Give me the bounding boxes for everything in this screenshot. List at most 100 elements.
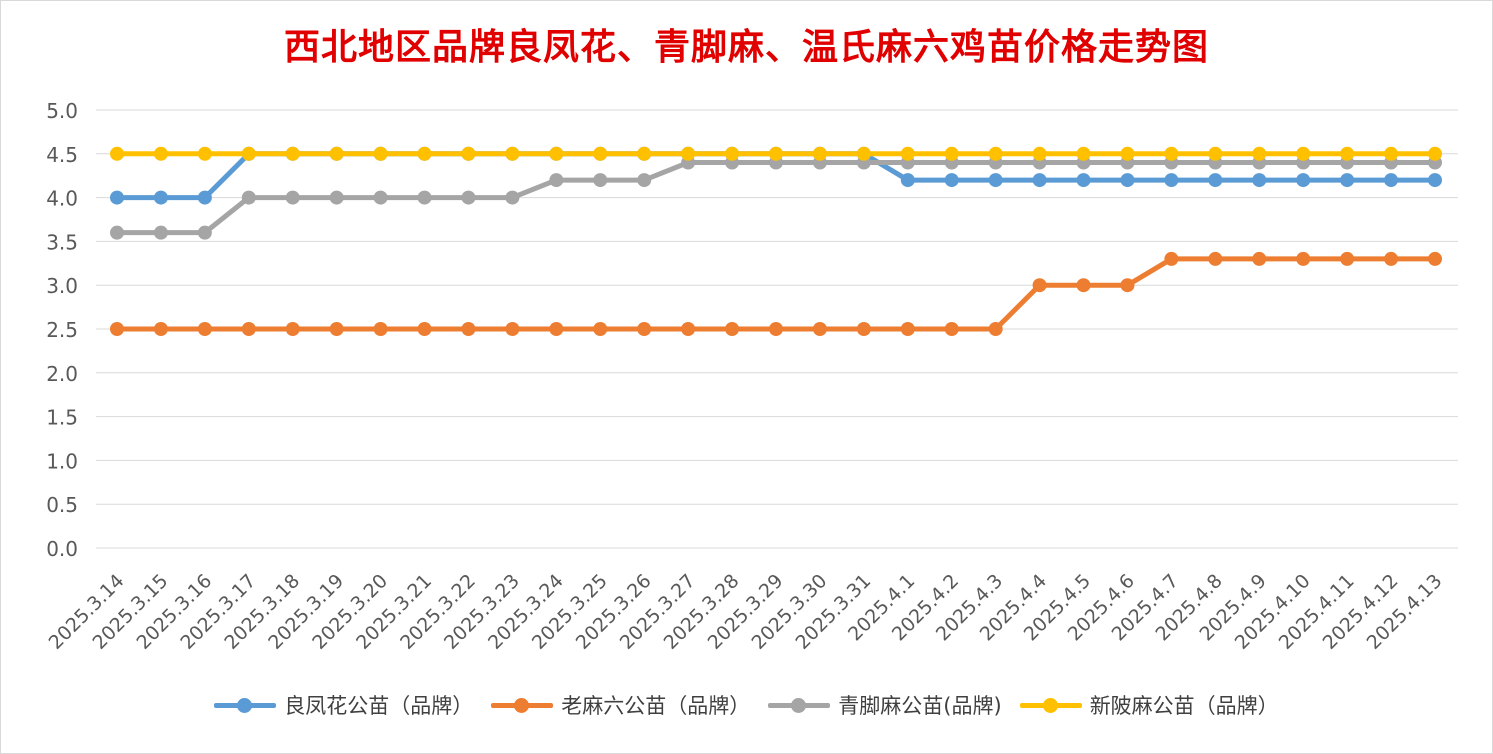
data-point (1384, 173, 1399, 188)
data-point (197, 146, 212, 161)
data-point (110, 225, 124, 240)
data-point (856, 146, 871, 161)
data-point (1340, 173, 1355, 188)
data-point (285, 146, 300, 161)
y-tick-label: 3.0 (46, 274, 78, 298)
data-point (593, 146, 608, 161)
data-point (1296, 146, 1311, 161)
data-point (153, 190, 168, 205)
data-point (1252, 173, 1267, 188)
data-point (1252, 251, 1267, 266)
y-tick-label: 3.5 (46, 230, 78, 254)
data-point (988, 322, 1003, 336)
y-tick-label: 2.0 (46, 362, 78, 386)
y-tick-label: 4.0 (46, 187, 78, 211)
data-point (505, 146, 520, 161)
data-point (593, 173, 608, 188)
series-layer (110, 146, 1442, 336)
data-point (1428, 251, 1442, 266)
y-tick-label: 4.5 (46, 143, 78, 167)
data-point (461, 190, 476, 205)
data-point (1076, 278, 1091, 293)
data-point (812, 146, 827, 161)
data-point (1120, 173, 1135, 188)
data-point (1032, 173, 1047, 188)
data-point (549, 322, 564, 336)
legend-item: 青脚麻公苗(品牌) (768, 690, 1002, 720)
data-point (329, 146, 344, 161)
data-point (1428, 146, 1442, 161)
y-tick-label: 1.5 (46, 406, 78, 430)
chart-title: 西北地区品牌良凤花、青脚麻、温氏麻六鸡苗价格走势图 (283, 26, 1209, 68)
data-point (637, 322, 652, 336)
data-point (1384, 251, 1399, 266)
data-point (1208, 173, 1223, 188)
data-point (900, 146, 915, 161)
data-point (725, 322, 740, 336)
legend-item: 新陂麻公苗（品牌） (1019, 690, 1279, 720)
data-point (1076, 173, 1091, 188)
y-tick-label: 1.0 (46, 449, 78, 473)
data-point (373, 190, 388, 205)
data-point (505, 322, 520, 336)
series-line (114, 256, 1438, 332)
data-point (1120, 278, 1135, 293)
data-point (110, 322, 124, 336)
data-point (1340, 146, 1355, 161)
data-point (549, 146, 564, 161)
data-point (153, 322, 168, 336)
data-point (1296, 173, 1311, 188)
data-point (1032, 146, 1047, 161)
data-point (197, 225, 212, 240)
data-point (285, 322, 300, 336)
data-point (153, 146, 168, 161)
data-point (549, 173, 564, 188)
legend-swatch (768, 698, 831, 713)
legend-swatch (1019, 698, 1082, 713)
data-point (373, 322, 388, 336)
data-point (1164, 251, 1179, 266)
data-point (241, 322, 256, 336)
data-point (637, 173, 652, 188)
data-point (1120, 146, 1135, 161)
data-point (110, 190, 124, 205)
legend-swatch (491, 698, 554, 713)
legend-label: 青脚麻公苗(品牌) (838, 694, 1002, 718)
data-point (1164, 173, 1179, 188)
data-point (988, 173, 1003, 188)
data-point (769, 146, 783, 161)
x-axis-ticks: 2025.3.142025.3.152025.3.162025.3.172025… (45, 570, 1447, 654)
y-tick-label: 5.0 (46, 99, 78, 123)
data-point (1384, 146, 1399, 161)
data-point (417, 190, 432, 205)
data-point (593, 322, 608, 336)
legend-item: 良凤花公苗（品牌） (214, 690, 473, 720)
data-point (1208, 251, 1223, 266)
legend-label: 良凤花公苗（品牌） (284, 694, 474, 718)
data-point (285, 190, 300, 205)
series-3 (110, 146, 1442, 161)
data-point (769, 322, 783, 336)
data-point (681, 322, 696, 336)
y-tick-label: 0.5 (46, 493, 78, 517)
data-point (1164, 146, 1179, 161)
data-point (812, 322, 827, 336)
data-point (1208, 146, 1223, 161)
data-point (637, 146, 652, 161)
data-point (110, 146, 124, 161)
data-point (1076, 146, 1091, 161)
data-point (373, 146, 388, 161)
data-point (417, 146, 432, 161)
legend-swatch (214, 698, 277, 713)
data-point (1032, 278, 1047, 293)
data-point (197, 322, 212, 336)
legend-item: 老麻六公苗（品牌） (491, 690, 750, 720)
data-point (461, 322, 476, 336)
data-point (417, 322, 432, 336)
data-point (241, 146, 256, 161)
data-point (944, 173, 959, 188)
data-point (900, 173, 915, 188)
legend-label: 老麻六公苗（品牌） (561, 694, 751, 718)
